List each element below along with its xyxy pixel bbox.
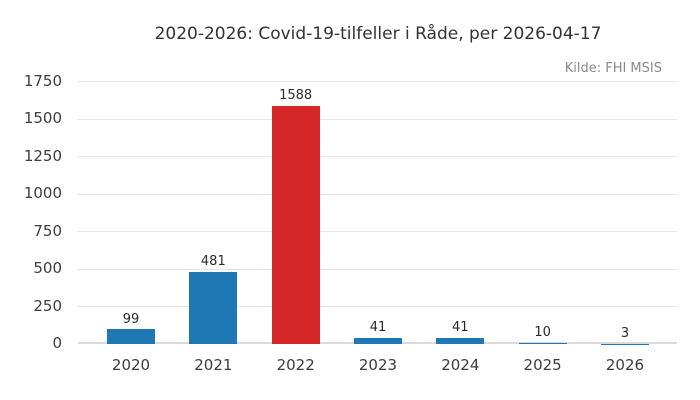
x-tick-label: 2023 [358, 356, 398, 374]
gridline [78, 118, 677, 120]
gridline [78, 231, 677, 232]
chart-title: 2020-2026: Covid-19-tilfeller i Råde, pe… [154, 24, 602, 44]
bar-value-label: 1588 [279, 88, 313, 104]
bar-value-label: 41 [369, 320, 387, 336]
y-tick-label: 250 [33, 296, 62, 315]
x-tick-label: 2025 [523, 356, 562, 374]
gridline [78, 268, 677, 270]
y-tick-label: 1250 [23, 146, 62, 165]
gridline [78, 306, 677, 307]
y-tick-label: 750 [33, 221, 62, 240]
gridline [78, 81, 677, 82]
bar-value-label: 3 [620, 326, 630, 341]
x-tick-label: 2021 [194, 356, 233, 374]
y-tick-label: 1750 [23, 71, 62, 90]
x-tick-label: 2026 [605, 356, 645, 374]
bar-2025 [518, 342, 567, 344]
bar-2024 [436, 337, 485, 344]
bar-2020 [107, 329, 155, 344]
x-tick-label: 2022 [276, 356, 315, 374]
bar-2026 [600, 343, 649, 344]
y-tick-label: 0 [52, 334, 62, 352]
y-tick-label: 1000 [23, 184, 62, 202]
gridline [78, 193, 677, 195]
bar-2022 [271, 105, 320, 344]
gridline [78, 156, 677, 157]
bar-value-label: 10 [534, 325, 551, 340]
bar-value-label: 99 [122, 311, 140, 327]
bar-2023 [353, 337, 402, 344]
bar-value-label: 481 [200, 254, 226, 270]
y-tick-label: 500 [33, 259, 62, 277]
x-tick-label: 2024 [441, 356, 480, 374]
x-tick-label: 2020 [111, 356, 151, 374]
bar-2021 [189, 271, 238, 344]
chart-source-annotation: Kilde: FHI MSIS [564, 61, 662, 76]
y-tick-label: 1500 [23, 109, 62, 127]
bar-value-label: 41 [452, 320, 469, 336]
